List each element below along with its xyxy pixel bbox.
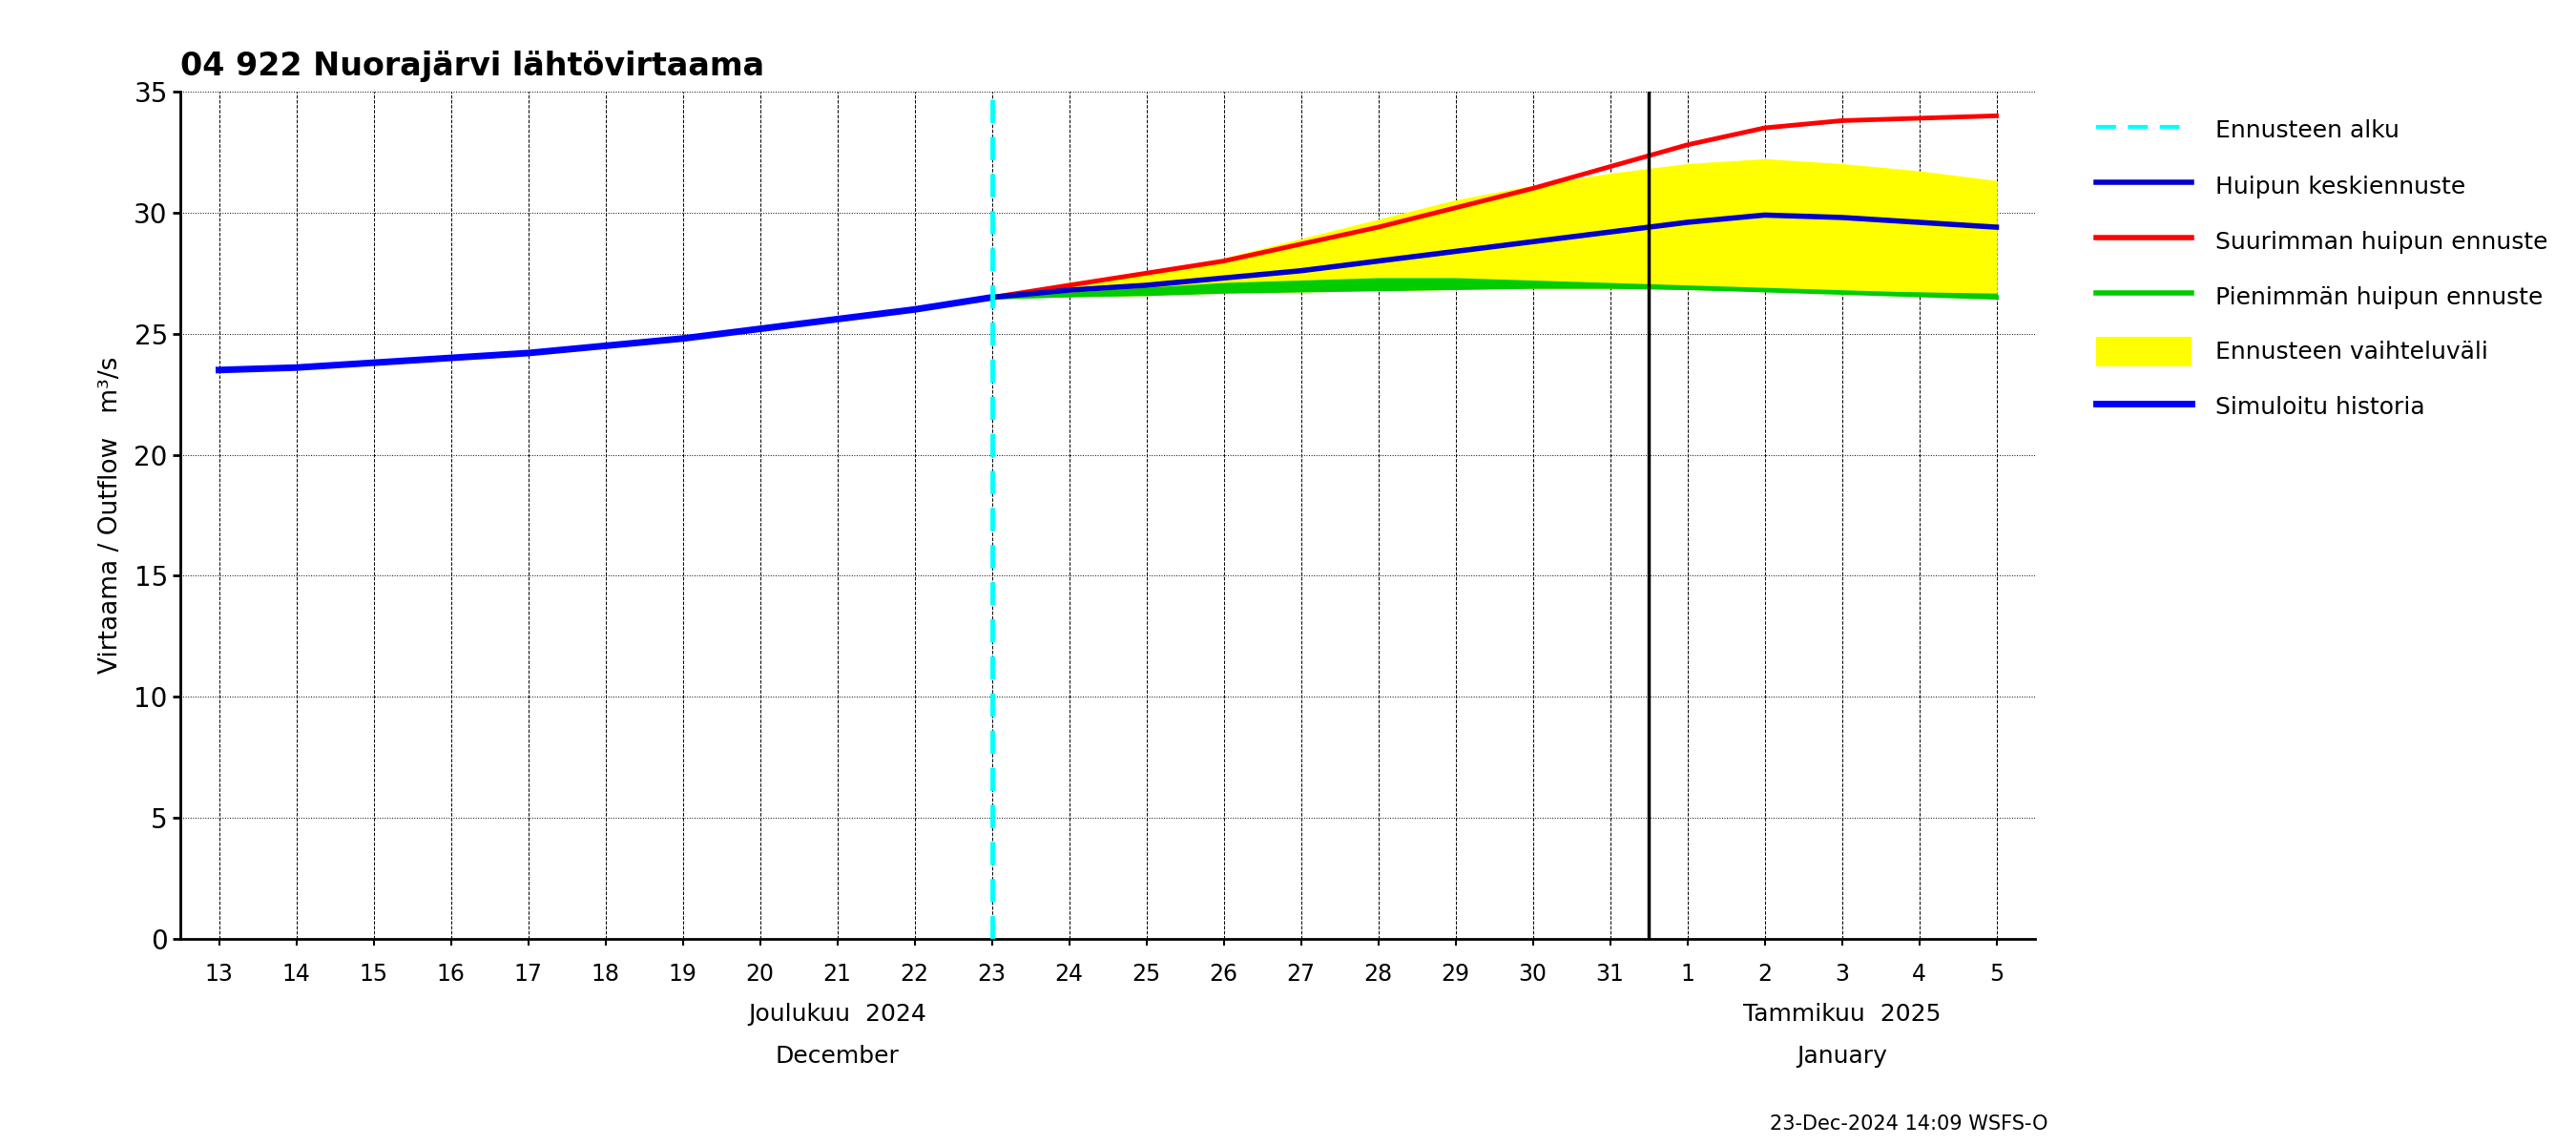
Text: 29: 29: [1440, 963, 1471, 986]
Text: 1: 1: [1680, 963, 1695, 986]
Text: 20: 20: [744, 963, 775, 986]
Text: 22: 22: [899, 963, 930, 986]
Text: 17: 17: [513, 963, 544, 986]
Text: January: January: [1795, 1044, 1888, 1067]
Text: 24: 24: [1054, 963, 1084, 986]
Text: 21: 21: [822, 963, 853, 986]
Text: 13: 13: [204, 963, 234, 986]
Text: December: December: [775, 1044, 899, 1067]
Legend: Ennusteen alku, Huipun keskiennuste, Suurimman huipun ennuste, Pienimmän huipun : Ennusteen alku, Huipun keskiennuste, Suu…: [2084, 103, 2561, 433]
Text: 26: 26: [1208, 963, 1239, 986]
Text: 16: 16: [435, 963, 466, 986]
Text: 14: 14: [281, 963, 312, 986]
Text: 23: 23: [976, 963, 1007, 986]
Text: 19: 19: [667, 963, 698, 986]
Text: 27: 27: [1285, 963, 1316, 986]
Text: 04 922 Nuorajärvi lähtövirtaama: 04 922 Nuorajärvi lähtövirtaama: [180, 50, 765, 82]
Text: 28: 28: [1363, 963, 1394, 986]
Text: 23-Dec-2024 14:09 WSFS-O: 23-Dec-2024 14:09 WSFS-O: [1770, 1114, 2048, 1134]
Y-axis label: Virtaama / Outflow   m³/s: Virtaama / Outflow m³/s: [98, 357, 124, 673]
Text: 5: 5: [1989, 963, 2004, 986]
Text: 15: 15: [358, 963, 389, 986]
Text: Joulukuu  2024: Joulukuu 2024: [747, 1003, 927, 1026]
Text: 3: 3: [1834, 963, 1850, 986]
Text: 4: 4: [1911, 963, 1927, 986]
Text: 18: 18: [590, 963, 621, 986]
Text: Tammikuu  2025: Tammikuu 2025: [1744, 1003, 1940, 1026]
Text: 31: 31: [1595, 963, 1625, 986]
Text: 2: 2: [1757, 963, 1772, 986]
Text: 30: 30: [1517, 963, 1548, 986]
Text: 25: 25: [1131, 963, 1162, 986]
